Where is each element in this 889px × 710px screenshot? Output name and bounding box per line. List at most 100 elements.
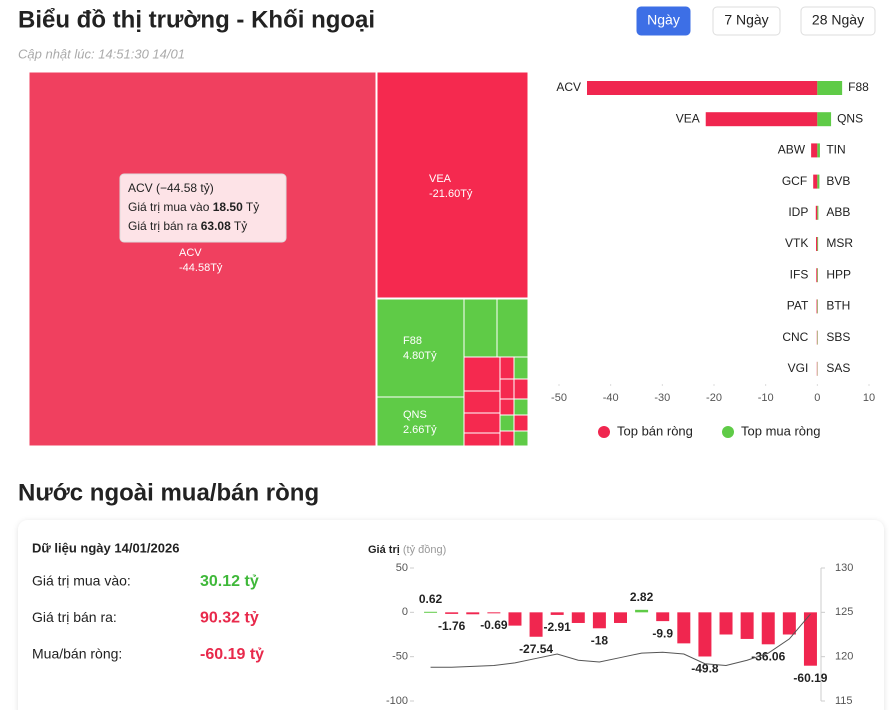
bar-label: PAT	[787, 299, 809, 313]
summary-value: -60.19 tỷ	[200, 646, 264, 663]
y-axis-label: Giá trị (tỷ đồng)	[368, 544, 446, 556]
value-label: 0.62	[419, 592, 443, 606]
bar	[813, 174, 818, 189]
treemap-value: -21.60Tỷ	[429, 188, 473, 200]
bar-label: BTH	[826, 299, 850, 313]
y-tick-label: -50	[392, 651, 408, 663]
bar	[817, 237, 819, 251]
bar	[817, 112, 832, 127]
bar	[550, 612, 564, 615]
bar	[592, 612, 606, 629]
bar-label: MSR	[826, 236, 853, 250]
value-label: -9.9	[652, 626, 673, 640]
bar-label: ABB	[826, 205, 850, 219]
bar-label: F88	[848, 80, 869, 94]
y-tick-label: -100	[386, 695, 408, 707]
legend-label: Top mua ròng	[741, 423, 821, 438]
bar-label: QNS	[837, 111, 863, 125]
tooltip-amount: 63.08	[201, 219, 231, 233]
bar	[816, 237, 818, 251]
bar	[698, 612, 712, 657]
treemap-small-cells	[463, 298, 529, 447]
bar	[816, 299, 818, 314]
value-label: -1.76	[438, 619, 466, 633]
value-label: -0.69	[480, 618, 508, 632]
tooltip-amount: 18.50	[213, 200, 243, 214]
bar	[761, 612, 775, 645]
bar	[571, 612, 585, 623]
value-label: -36.06	[751, 649, 785, 663]
y-tick-label: 0	[402, 606, 408, 618]
bar	[816, 330, 818, 345]
bar	[817, 174, 820, 189]
summary-date: Dữ liệu ngày 14/01/2026	[32, 540, 179, 555]
bar-label: BVB	[826, 174, 850, 188]
x-tick-label: -30	[654, 392, 670, 404]
legend-marker	[722, 426, 734, 438]
bar-label: IDP	[788, 205, 808, 219]
range-button-label[interactable]: 7 Ngày	[724, 12, 768, 28]
y2-tick-label: 130	[835, 562, 853, 574]
tooltip-title: ACV (−44.58 tỷ)	[128, 181, 214, 195]
bar-label: ACV	[556, 80, 581, 94]
bar-label: ABW	[778, 143, 806, 157]
bar	[705, 112, 818, 127]
bar	[466, 612, 480, 615]
bar	[445, 612, 459, 614]
treemap-value: 2.66Tỷ	[403, 424, 437, 436]
x-tick-label: -50	[551, 392, 567, 404]
legend-label: Top bán ròng	[617, 423, 693, 438]
section-title: Nước ngoài mua/bán ròng	[18, 479, 319, 506]
tooltip-box	[119, 173, 287, 243]
y2-tick-label: 125	[835, 606, 853, 618]
summary: Giá trị mua vào: 30.12 tỷ Giá trị bán ra: 9…	[32, 573, 264, 664]
range-button-label[interactable]: Ngày	[647, 12, 680, 28]
bar	[635, 609, 649, 613]
bar	[614, 612, 627, 623]
treemap: ACV -44.58Tỷ VEA -21.60Tỷ F88 4.80Tỷ QNS 2.66Tỷ	[28, 71, 529, 447]
bar	[817, 205, 819, 220]
net-chart: -100 -50 0 50 115 120 125 130 0.62 -1.76 -0.69 -27.…	[386, 562, 853, 707]
tooltip: ACV (−44.58 tỷ) Giá trị mua vào 18.50 Tỷ…	[119, 173, 287, 243]
updated-time: Cập nhật lúc: 14:51:30 14/01	[18, 46, 185, 61]
treemap-name: QNS	[403, 409, 427, 421]
summary-label: Giá trị bán ra:	[32, 609, 117, 625]
y-unit: (tỷ đồng)	[403, 544, 446, 556]
value-label: -60.19	[793, 671, 827, 685]
page-title: Biểu đồ thị trường - Khối ngoại	[18, 6, 375, 33]
tooltip-row: Giá trị mua vào 18.50 Tỷ	[128, 200, 259, 214]
bar	[817, 299, 818, 314]
bar-label: IFS	[790, 267, 809, 281]
value-label: -18	[591, 633, 609, 647]
bar	[815, 205, 818, 220]
treemap-cell	[376, 298, 465, 398]
bar-label: CNC	[782, 330, 808, 344]
bar	[816, 268, 818, 283]
value-label: -2.91	[544, 620, 572, 634]
bar	[529, 612, 543, 637]
range-buttons: Ngày 7 Ngày 28 Ngày	[636, 6, 876, 36]
treemap-name: ACV	[179, 247, 202, 259]
range-button[interactable]	[712, 6, 781, 36]
y2-tick-label: 120	[835, 651, 853, 663]
bar	[508, 612, 522, 626]
value-label: -49.8	[691, 662, 719, 676]
bar-label: SBS	[826, 330, 850, 344]
bar	[817, 81, 843, 95]
range-button[interactable]	[800, 6, 876, 36]
treemap-value: -44.58Tỷ	[179, 262, 223, 274]
bar	[816, 361, 818, 376]
x-tick-label: 10	[863, 392, 875, 404]
bar	[487, 612, 501, 614]
bar	[740, 612, 754, 639]
line	[430, 613, 811, 668]
y-tick-label: 50	[396, 562, 408, 574]
summary-value: 30.12 tỷ	[200, 573, 259, 590]
legend-marker	[598, 426, 610, 438]
bar	[817, 268, 818, 283]
summary-value: 90.32 tỷ	[200, 610, 259, 627]
value-label: -27.54	[519, 642, 553, 656]
range-button[interactable]	[636, 6, 691, 36]
range-button-label[interactable]: 28 Ngày	[812, 12, 864, 28]
